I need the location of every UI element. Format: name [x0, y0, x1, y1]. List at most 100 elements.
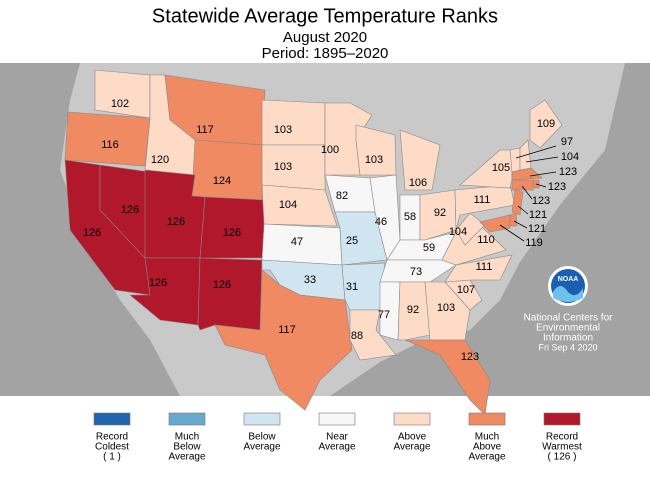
state — [334, 211, 388, 266]
subtitle: August 2020 — [283, 29, 367, 46]
state-rank: 92 — [407, 304, 419, 316]
leader-line — [517, 205, 529, 215]
period: Period: 1895–2020 — [262, 45, 389, 62]
leader-line — [525, 156, 559, 163]
legend-label: Near — [326, 432, 348, 443]
state-rank: 104 — [449, 226, 467, 238]
leader-line — [513, 220, 528, 229]
state-rank: 59 — [423, 242, 435, 254]
state-rank: 126 — [167, 216, 185, 228]
state-rank: 106 — [409, 177, 427, 189]
legend-label: Coldest — [95, 442, 129, 453]
state-rank: 82 — [336, 190, 348, 202]
legend-swatch — [168, 412, 206, 426]
leader-line — [521, 185, 533, 200]
state-rank: 88 — [351, 330, 363, 342]
state-rank: 121 — [528, 223, 546, 235]
state-rank: 107 — [457, 284, 475, 296]
state-rank: 126 — [223, 227, 241, 239]
state — [479, 214, 511, 233]
legend-label: Below — [173, 442, 201, 453]
title: Statewide Average Temperature Ranks — [152, 5, 498, 27]
state-rank: 103 — [437, 302, 455, 314]
state — [197, 257, 263, 331]
legend-label: Record — [546, 432, 578, 443]
state — [355, 124, 397, 176]
state-rank: 33 — [304, 274, 316, 286]
legend-label: Above — [398, 432, 427, 443]
legend-label: ( 1 ) — [103, 452, 121, 463]
state-rank: 121 — [529, 209, 547, 221]
state-rank: 105 — [492, 162, 510, 174]
state — [511, 179, 534, 191]
state — [509, 147, 521, 173]
state-rank: 123 — [532, 195, 550, 207]
legend-label: Average — [243, 442, 281, 453]
state — [399, 129, 441, 191]
state-rank: 117 — [278, 324, 296, 336]
legend-swatch — [393, 412, 431, 426]
state-rank: 111 — [476, 261, 493, 273]
state-rank: 103 — [274, 161, 292, 173]
center-info: Information — [543, 333, 593, 344]
state-rank: 123 — [559, 166, 577, 178]
center-info: National Centers for — [524, 313, 614, 324]
state-rank: 123 — [548, 181, 566, 193]
legend-swatch — [468, 412, 506, 426]
state-rank: 104 — [561, 151, 579, 163]
legend-label: Average — [468, 452, 506, 463]
state-rank: 119 — [525, 237, 543, 249]
state-rank: 120 — [151, 154, 169, 166]
legend-label: ( 126 ) — [548, 452, 577, 463]
leader-line — [499, 224, 525, 242]
legend-label: Much — [475, 432, 499, 443]
state-rank: 77 — [378, 309, 390, 321]
center-info: Environmental — [536, 323, 600, 334]
state-rank: 92 — [434, 207, 446, 219]
legend-swatch — [543, 412, 581, 426]
state — [511, 189, 524, 216]
state-rank: 104 — [279, 199, 297, 211]
leader-line — [515, 145, 557, 159]
state-rank: 46 — [375, 216, 387, 228]
state — [509, 212, 518, 227]
state — [214, 269, 353, 411]
state-rank: 124 — [213, 175, 231, 187]
state-rank: 126 — [121, 204, 139, 216]
state-rank: 31 — [346, 281, 358, 293]
leader-line — [535, 183, 547, 188]
state-rank: 100 — [321, 144, 339, 156]
state-rank: 117 — [196, 124, 214, 136]
state — [511, 167, 543, 181]
legend-label: Above — [473, 442, 502, 453]
state — [397, 281, 431, 341]
state — [419, 189, 457, 241]
state-rank: 126 — [83, 227, 101, 239]
leader-line — [529, 171, 557, 177]
state — [424, 281, 471, 341]
legend-label: Record — [96, 432, 128, 443]
legend-swatch — [318, 412, 356, 426]
state-rank: 102 — [111, 98, 129, 110]
state — [94, 69, 151, 119]
legend-label: Below — [248, 432, 276, 443]
state-rank: 109 — [537, 118, 555, 130]
state — [261, 144, 326, 191]
state-rank: 116 — [101, 139, 119, 151]
state — [64, 111, 151, 167]
logo-wave — [553, 286, 583, 302]
state — [441, 224, 507, 266]
legend-swatch — [243, 412, 281, 426]
state-rank: 58 — [404, 211, 416, 223]
state — [261, 99, 326, 146]
state — [444, 254, 513, 283]
state-rank: 73 — [410, 266, 422, 278]
state-rank: 25 — [346, 235, 358, 247]
state-rank: 103 — [365, 154, 383, 166]
noaa-block: NOAA National Centers forEnvironmentalIn… — [524, 266, 614, 352]
state — [261, 184, 338, 227]
legend-label: Average — [168, 452, 206, 463]
state-rank: 97 — [561, 136, 573, 148]
